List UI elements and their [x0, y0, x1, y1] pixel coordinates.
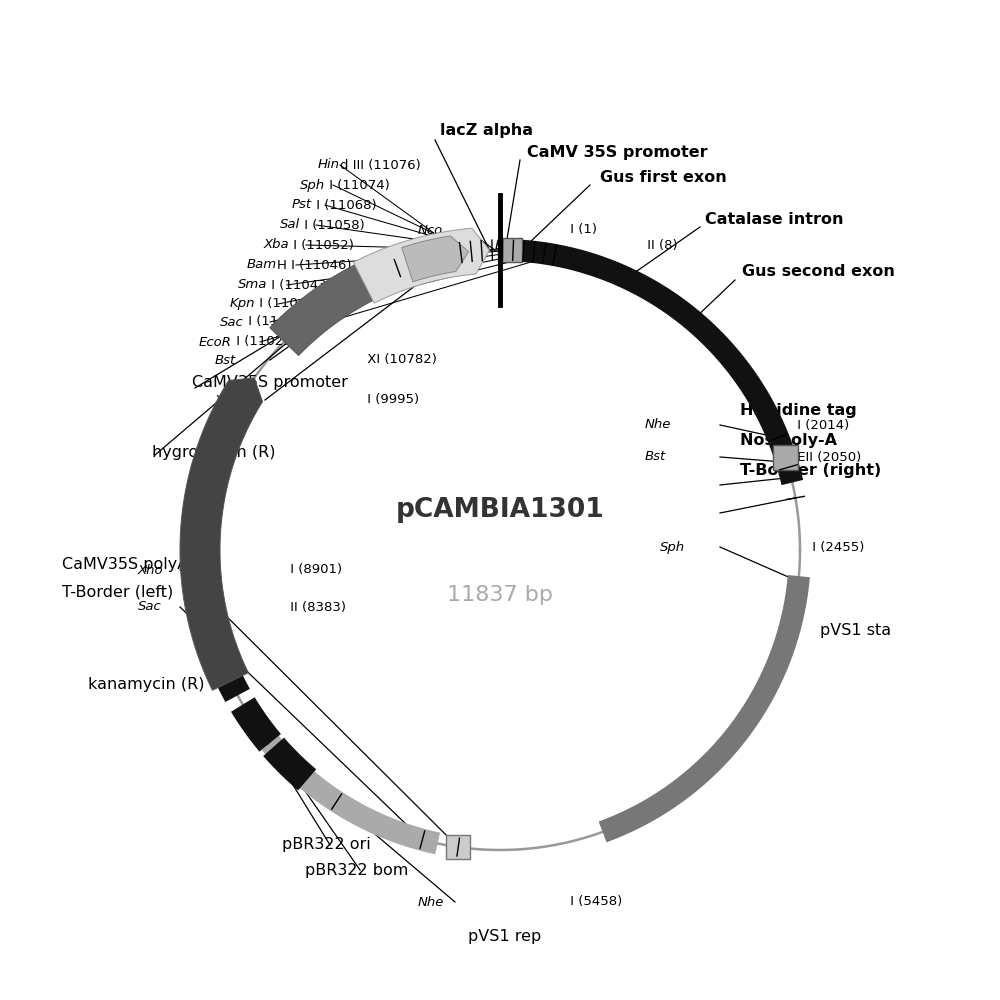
Text: Sph: Sph — [660, 540, 685, 554]
Text: kanamycin (R): kanamycin (R) — [88, 678, 205, 692]
Text: I (11068): I (11068) — [312, 198, 377, 212]
Bar — [446, 835, 470, 859]
Polygon shape — [270, 236, 458, 355]
Polygon shape — [353, 228, 490, 303]
Text: I (11025): I (11025) — [232, 336, 297, 349]
Text: II (8383): II (8383) — [286, 600, 346, 613]
Text: Xho: Xho — [215, 393, 241, 406]
Text: d III (11076): d III (11076) — [340, 158, 421, 172]
Text: Sac: Sac — [220, 316, 244, 328]
Text: Sal: Sal — [280, 219, 300, 232]
Text: T-Border (right): T-Border (right) — [740, 462, 881, 478]
Text: I (11035): I (11035) — [244, 316, 309, 328]
Text: I (11074): I (11074) — [325, 178, 390, 192]
Text: Bgl: Bgl — [495, 238, 516, 251]
Text: Hin: Hin — [318, 158, 340, 172]
Text: lacZ alpha: lacZ alpha — [440, 122, 533, 137]
Text: Sph: Sph — [300, 178, 325, 192]
Text: pBR322 bom: pBR322 bom — [305, 862, 408, 878]
Text: I (11058): I (11058) — [300, 219, 365, 232]
Text: Bst: Bst — [645, 450, 666, 464]
Text: pVS1 sta: pVS1 sta — [820, 622, 891, 638]
Text: pCAMBIA1301: pCAMBIA1301 — [396, 497, 604, 523]
Text: Sma: Sma — [238, 278, 267, 292]
Text: Nhe: Nhe — [418, 896, 444, 908]
Polygon shape — [180, 378, 263, 690]
Text: EII (2050): EII (2050) — [793, 450, 861, 464]
Text: I (2455): I (2455) — [808, 540, 865, 554]
Text: CaMV35S promoter: CaMV35S promoter — [192, 374, 348, 389]
Text: Xba: Xba — [263, 238, 289, 251]
Text: Gus first exon: Gus first exon — [600, 170, 727, 186]
Text: pVS1 rep: pVS1 rep — [468, 930, 541, 944]
Text: Nco: Nco — [418, 224, 443, 236]
Text: Bam: Bam — [247, 258, 277, 271]
Text: I (1): I (1) — [566, 224, 597, 236]
Text: Sac: Sac — [138, 600, 162, 613]
Text: I (11041): I (11041) — [255, 298, 320, 310]
Text: 11837 bp: 11837 bp — [447, 585, 553, 605]
Text: I (2014): I (2014) — [793, 418, 849, 432]
Text: Nos poly-A: Nos poly-A — [740, 432, 837, 448]
Text: Gus second exon: Gus second exon — [742, 264, 895, 279]
Text: CaMV 35S promoter: CaMV 35S promoter — [527, 144, 708, 159]
Text: Pst: Pst — [292, 198, 312, 212]
Text: I (5458): I (5458) — [566, 896, 622, 908]
Text: hygromycin (R): hygromycin (R) — [152, 444, 276, 460]
Text: XI (10782): XI (10782) — [363, 354, 437, 366]
Text: EcoR: EcoR — [199, 336, 232, 349]
Text: Bst: Bst — [215, 354, 236, 366]
Text: I (8901): I (8901) — [286, 564, 342, 576]
Text: H I (11046): H I (11046) — [277, 258, 352, 271]
Text: pBR322 ori: pBR322 ori — [282, 838, 371, 852]
Text: II (8): II (8) — [643, 238, 678, 251]
Text: Xho: Xho — [138, 564, 164, 576]
Text: CaMV35S polyA: CaMV35S polyA — [62, 558, 188, 572]
Text: I (11052): I (11052) — [289, 238, 354, 251]
Text: I (9995): I (9995) — [363, 393, 419, 406]
Bar — [773, 445, 798, 470]
Text: Nhe: Nhe — [645, 418, 671, 432]
Text: Kpn: Kpn — [230, 298, 255, 310]
Text: I (11043): I (11043) — [267, 278, 332, 292]
Bar — [498, 238, 522, 262]
Text: Histidine tag: Histidine tag — [740, 402, 857, 418]
Text: Catalase intron: Catalase intron — [705, 213, 844, 228]
Polygon shape — [402, 236, 469, 282]
Text: T-Border (left): T-Border (left) — [62, 584, 173, 599]
